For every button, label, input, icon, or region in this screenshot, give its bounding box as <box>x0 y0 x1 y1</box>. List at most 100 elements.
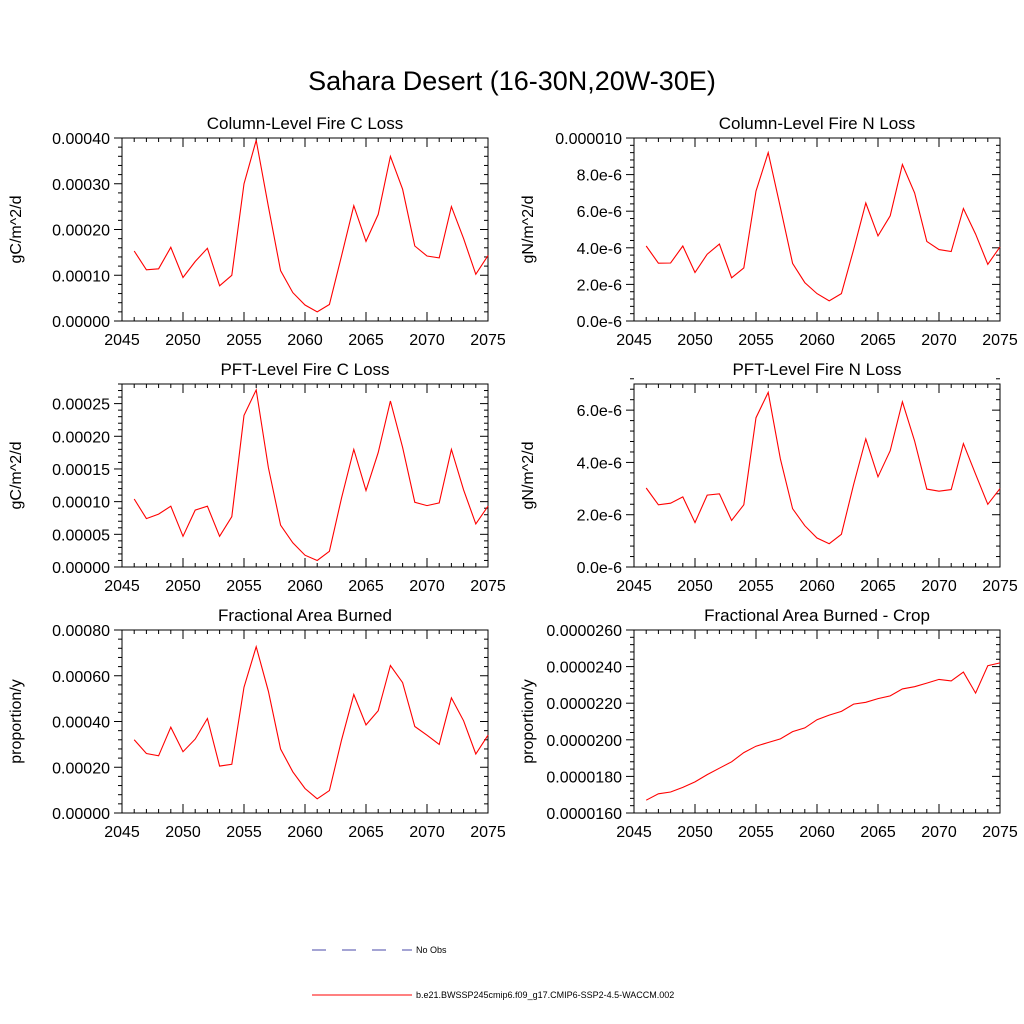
y-tick-label: 4.0e-6 <box>577 455 622 472</box>
panel-title: Column-Level Fire N Loss <box>719 114 916 133</box>
panel-title: Column-Level Fire C Loss <box>207 114 404 133</box>
x-tick-label: 2075 <box>982 578 1018 595</box>
y-tick-label: 0.0000160 <box>546 806 622 823</box>
chart-panel-1: 2045 2050 2055 2060 2065 2070 2075 0.00000 0.000… <box>8 114 506 349</box>
y-tick-label: 0.00020 <box>52 223 110 240</box>
y-tick-label: 0.0e-6 <box>577 314 622 331</box>
legend: No Obs b.e21.BWSSP245cmip6.f09_g17.CMIP6-… <box>312 945 674 1000</box>
x-tick-label: 2070 <box>921 824 957 841</box>
y-tick-label: 6.0e-6 <box>577 403 622 420</box>
x-tick-label: 2045 <box>104 824 140 841</box>
x-tick-label: 2045 <box>616 578 652 595</box>
y-tick-label: 0.0000220 <box>546 696 622 713</box>
y-tick-label: 0.000010 <box>555 131 622 148</box>
y-tick-label: 0.00020 <box>52 760 110 777</box>
series-line <box>645 150 1001 302</box>
x-tick-label: 2050 <box>165 824 201 841</box>
chart-panel-6: 2045 2050 2055 2060 2065 2070 2075 0.0000160 0.0… <box>520 606 1018 841</box>
y-tick-label: 0.00040 <box>52 715 110 732</box>
x-tick-label: 2050 <box>165 332 201 349</box>
series-line <box>133 140 489 313</box>
y-axis-label: proportion/y <box>8 679 25 764</box>
y-axis-label: proportion/y <box>520 679 537 764</box>
y-tick-label: 2.0e-6 <box>577 508 622 525</box>
x-tick-label: 2045 <box>616 332 652 349</box>
plot-frame <box>121 137 489 322</box>
x-tick-label: 2050 <box>677 332 713 349</box>
y-tick-label: 0.00030 <box>52 177 110 194</box>
y-tick-label: 0.0000180 <box>546 769 622 786</box>
series-line <box>645 390 1001 545</box>
y-tick-label: 0.00010 <box>52 495 110 512</box>
x-tick-label: 2075 <box>982 332 1018 349</box>
x-tick-label: 2060 <box>287 824 323 841</box>
series-line <box>133 644 489 800</box>
x-tick-label: 2055 <box>738 824 774 841</box>
y-tick-label: 0.00005 <box>52 527 110 544</box>
y-tick-label: 4.0e-6 <box>577 241 622 258</box>
x-tick-label: 2060 <box>799 578 835 595</box>
y-tick-label: 0.00015 <box>52 462 110 479</box>
x-tick-label: 2065 <box>348 824 384 841</box>
plot-frame <box>633 629 1001 814</box>
y-tick-label: 8.0e-6 <box>577 168 622 185</box>
y-tick-label: 0.00000 <box>52 806 110 823</box>
series-line <box>645 662 1001 801</box>
legend-label-no-obs: No Obs <box>416 945 447 955</box>
x-tick-label: 2070 <box>409 824 445 841</box>
x-tick-label: 2055 <box>738 578 774 595</box>
x-tick-label: 2045 <box>104 332 140 349</box>
x-tick-label: 2060 <box>799 332 835 349</box>
x-tick-label: 2055 <box>226 824 262 841</box>
x-tick-label: 2065 <box>860 578 896 595</box>
x-tick-label: 2045 <box>104 578 140 595</box>
panel-title: PFT-Level Fire N Loss <box>732 360 901 379</box>
y-tick-label: 0.00080 <box>52 623 110 640</box>
x-tick-label: 2060 <box>287 578 323 595</box>
y-tick-label: 0.0000200 <box>546 733 622 750</box>
y-tick-label: 2.0e-6 <box>577 277 622 294</box>
y-tick-label: 0.0000240 <box>546 660 622 677</box>
x-tick-label: 2055 <box>226 332 262 349</box>
y-axis-label: gC/m^2/d <box>8 196 25 264</box>
y-tick-label: 0.0000260 <box>546 623 622 640</box>
x-tick-label: 2065 <box>348 332 384 349</box>
series-line <box>133 388 489 562</box>
chart-panel-2: 2045 2050 2055 2060 2065 2070 2075 0.0e-6 2.0e-6… <box>520 114 1018 349</box>
x-tick-label: 2050 <box>165 578 201 595</box>
chart-panel-4: 2045 2050 2055 2060 2065 2070 2075 0.0e-6 2.0e-6… <box>520 360 1018 595</box>
x-tick-label: 2065 <box>860 824 896 841</box>
y-tick-label: 0.0e-6 <box>577 560 622 577</box>
y-axis-label: gN/m^2/d <box>520 196 537 264</box>
x-tick-label: 2050 <box>677 578 713 595</box>
y-tick-label: 0.00010 <box>52 268 110 285</box>
y-tick-label: 6.0e-6 <box>577 204 622 221</box>
x-tick-label: 2050 <box>677 824 713 841</box>
x-tick-label: 2065 <box>348 578 384 595</box>
y-tick-label: 0.00040 <box>52 131 110 148</box>
x-tick-label: 2060 <box>287 332 323 349</box>
panel-title: Fractional Area Burned - Crop <box>704 606 930 625</box>
x-tick-label: 2075 <box>982 824 1018 841</box>
legend-label-model: b.e21.BWSSP245cmip6.f09_g17.CMIP6-SSP2-4… <box>416 990 674 1000</box>
x-tick-label: 2055 <box>738 332 774 349</box>
y-tick-label: 0.00025 <box>52 397 110 414</box>
y-tick-label: 0.00060 <box>52 669 110 686</box>
y-axis-label: gN/m^2/d <box>520 442 537 510</box>
x-tick-label: 2075 <box>470 578 506 595</box>
chart-panel-5: 2045 2050 2055 2060 2065 2070 2075 0.00000 0.000… <box>8 606 506 841</box>
x-tick-label: 2065 <box>860 332 896 349</box>
x-tick-label: 2070 <box>409 332 445 349</box>
plot-frame <box>121 629 489 814</box>
panel-title: PFT-Level Fire C Loss <box>220 360 389 379</box>
x-tick-label: 2045 <box>616 824 652 841</box>
chart-panels: 2045 2050 2055 2060 2065 2070 2075 0.00000 0.000… <box>8 114 1018 841</box>
x-tick-label: 2070 <box>409 578 445 595</box>
x-tick-label: 2075 <box>470 332 506 349</box>
y-tick-label: 0.00000 <box>52 560 110 577</box>
chart-panel-3: 2045 2050 2055 2060 2065 2070 2075 0.00000 0.000… <box>8 360 506 595</box>
y-tick-label: 0.00020 <box>52 429 110 446</box>
panel-title: Fractional Area Burned <box>218 606 392 625</box>
y-axis-label: gC/m^2/d <box>8 442 25 510</box>
